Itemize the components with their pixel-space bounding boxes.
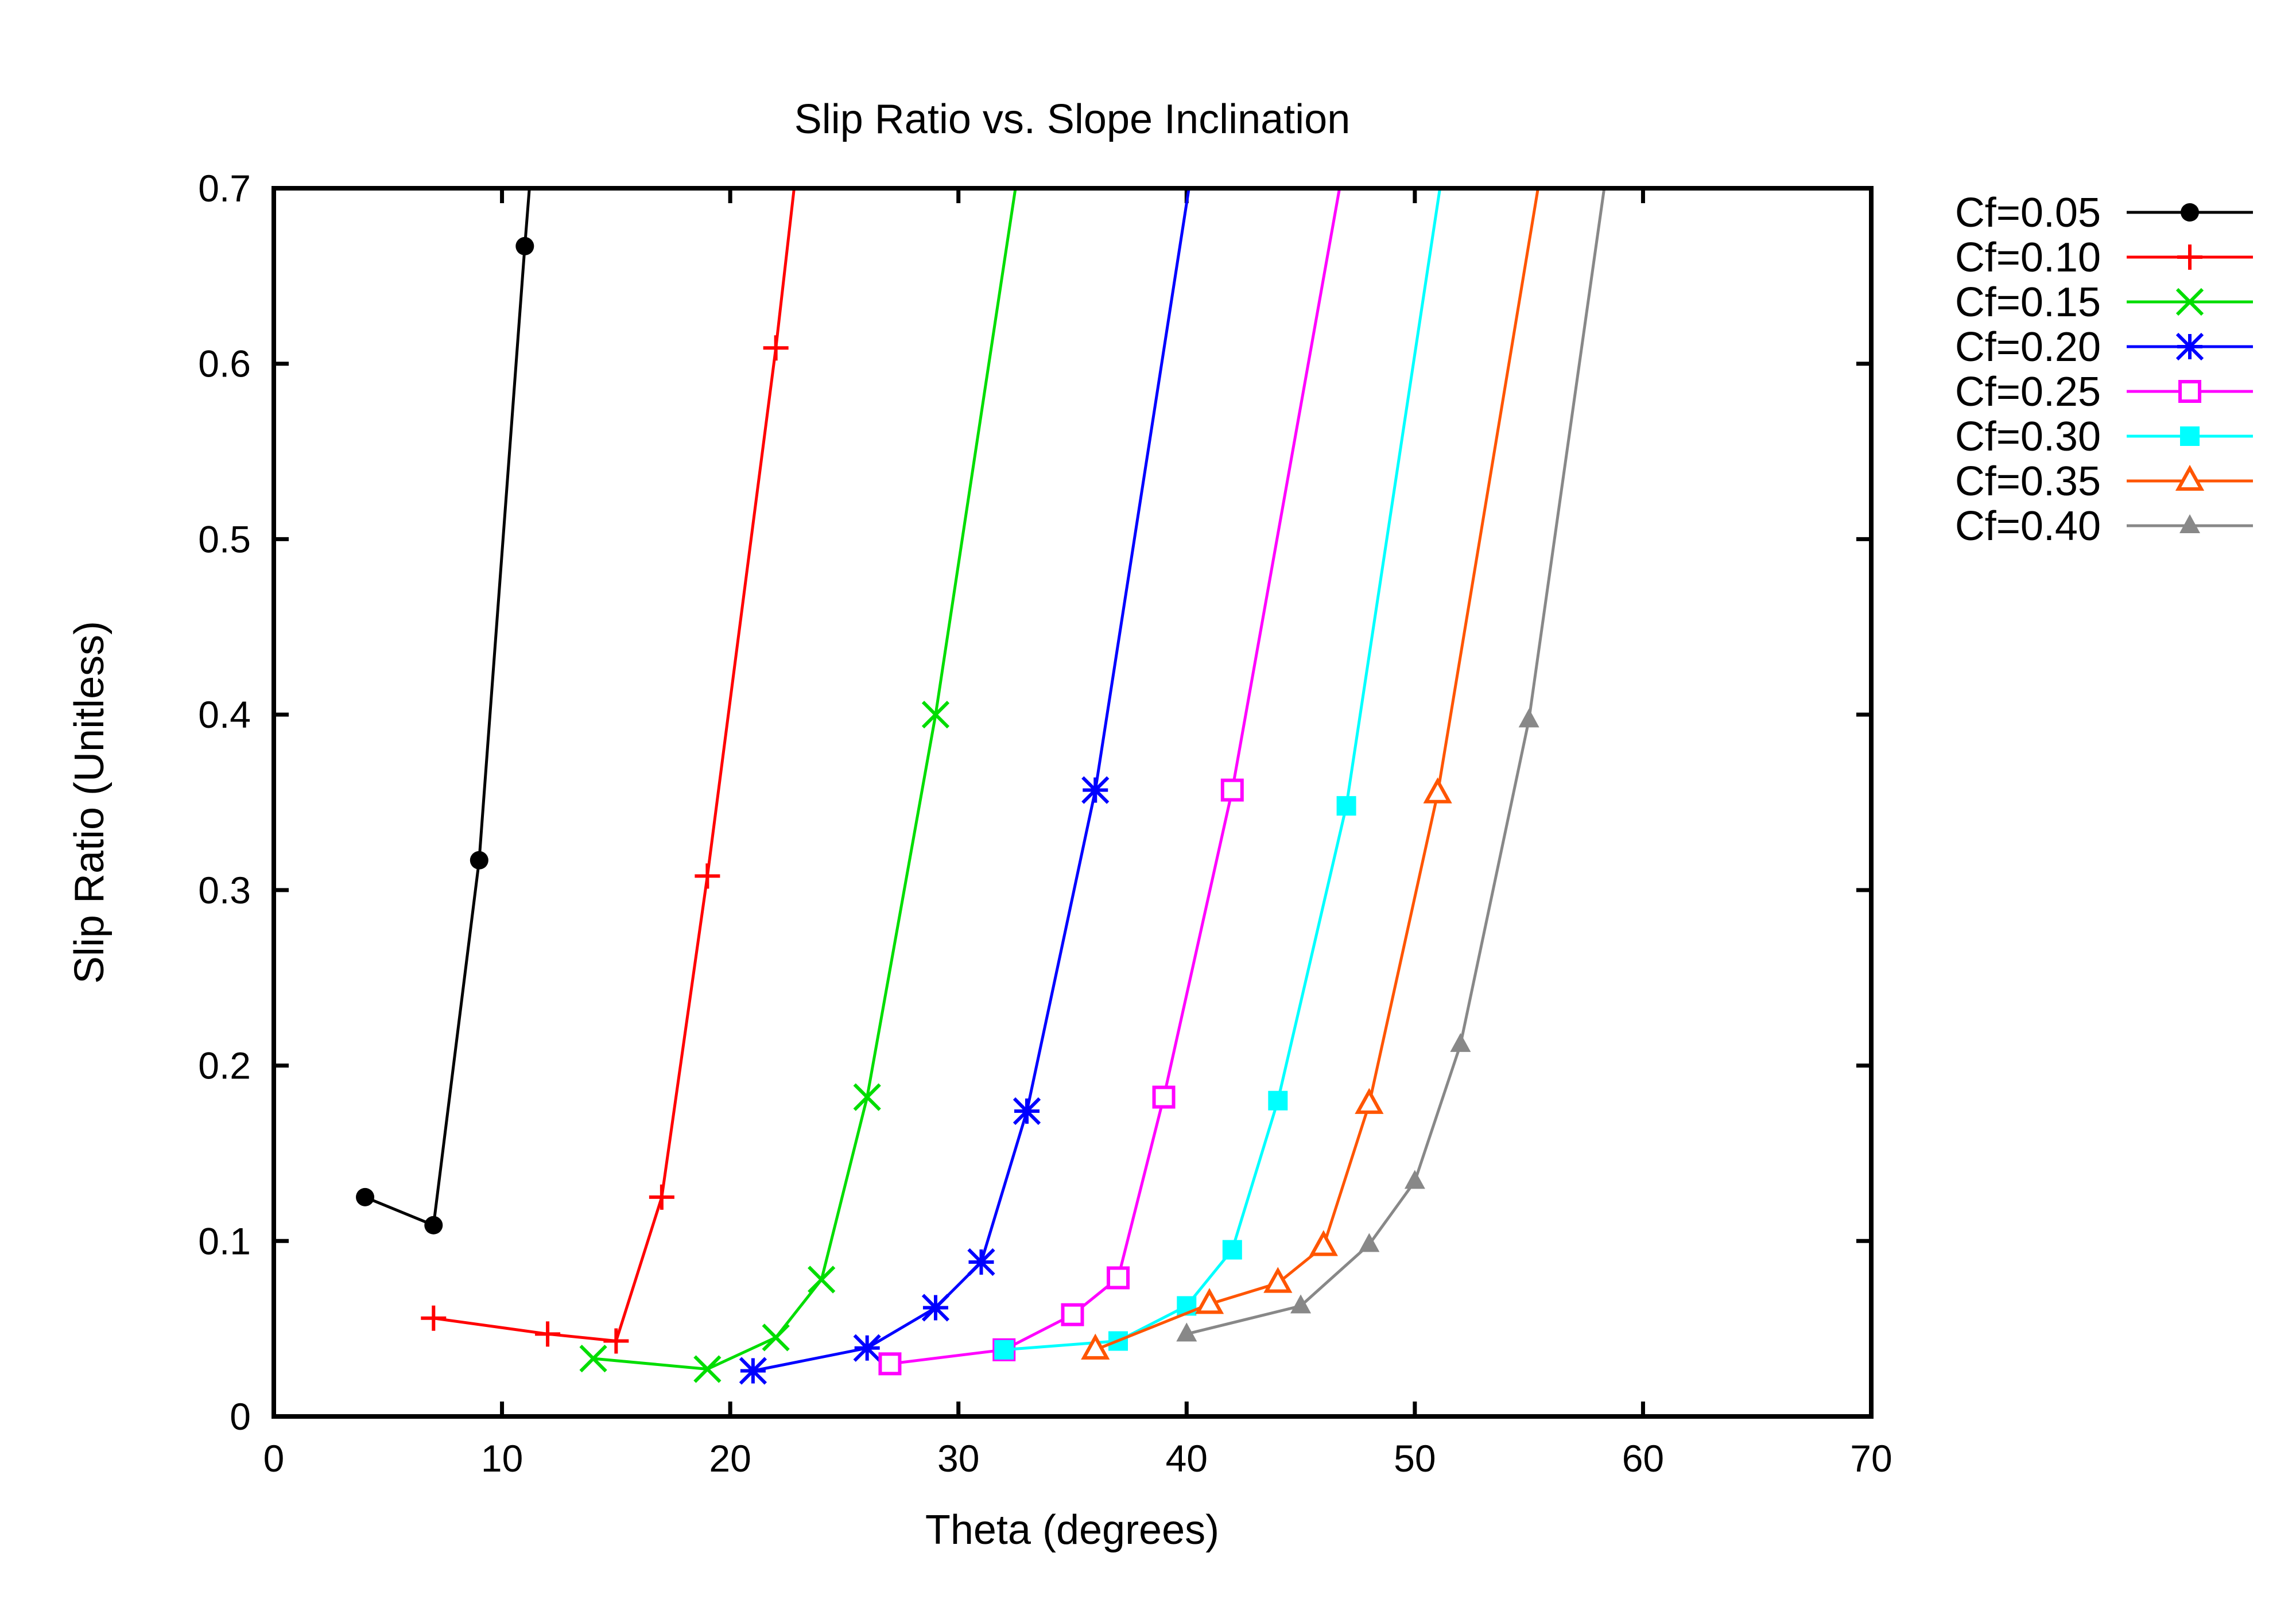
series-Cf=0.40 — [1176, 188, 1606, 1342]
data-point — [1290, 1294, 1312, 1314]
legend-marker — [2175, 464, 2205, 491]
x-tick-label: 20 — [709, 1437, 751, 1480]
chart-title: Slip Ratio vs. Slope Inclination — [794, 96, 1351, 142]
data-point — [808, 1266, 836, 1294]
y-tick-label: 0 — [230, 1395, 251, 1438]
y-tick-label: 0.4 — [198, 693, 251, 736]
data-point — [1268, 1090, 1288, 1111]
data-point — [853, 1083, 881, 1111]
series-Cf=0.05 — [356, 188, 534, 1235]
data-point — [515, 236, 534, 255]
data-point — [1081, 1333, 1110, 1360]
plot-frame — [272, 186, 1874, 1419]
data-point — [693, 1355, 722, 1383]
data-point — [695, 863, 720, 889]
data-point — [853, 1334, 881, 1362]
y-tick-label: 0.1 — [198, 1220, 251, 1262]
data-point — [1423, 777, 1452, 804]
data-point — [921, 701, 950, 729]
data-point — [1107, 1266, 1130, 1290]
series-Cf=0.25 — [878, 188, 1341, 1376]
legend-label: Cf=0.05 — [1955, 190, 2101, 236]
x-tick-label: 30 — [937, 1437, 979, 1480]
x-axis: 0 10 20 30 40 50 60 70 — [263, 188, 1892, 1480]
data-point — [603, 1328, 629, 1354]
x-tick-label: 40 — [1166, 1437, 1208, 1480]
legend-marker — [2180, 426, 2200, 446]
data-point — [1176, 1322, 1197, 1342]
data-point — [579, 1344, 607, 1373]
x-tick-label: 60 — [1622, 1437, 1664, 1480]
legend-label: Cf=0.35 — [1955, 459, 2101, 504]
legend-label: Cf=0.30 — [1955, 414, 2101, 460]
x-tick-label: 0 — [263, 1437, 285, 1480]
data-point — [1081, 776, 1110, 804]
data-point — [1263, 1267, 1293, 1293]
data-point — [762, 1323, 790, 1352]
y-tick-label: 0.6 — [198, 343, 251, 385]
legend-label: Cf=0.10 — [1955, 235, 2101, 281]
legend-label: Cf=0.40 — [1955, 503, 2101, 549]
data-point — [1404, 1170, 1425, 1189]
data-point — [649, 1184, 674, 1210]
series-Cf=0.35 — [1081, 188, 1539, 1360]
legend-label: Cf=0.25 — [1955, 369, 2101, 415]
data-point — [1450, 1032, 1471, 1052]
y-tick-label: 0.2 — [198, 1045, 251, 1087]
data-point — [421, 1305, 447, 1331]
series-Cf=0.20 — [739, 188, 1190, 1385]
data-point — [967, 1248, 995, 1276]
data-point — [1220, 778, 1244, 802]
series-layer — [356, 188, 1606, 1385]
data-point — [1013, 1097, 1041, 1125]
series-Cf=0.15 — [579, 188, 1017, 1383]
y-tick-label: 0.7 — [198, 167, 251, 209]
legend-marker — [2175, 332, 2204, 361]
y-tick-label: 0.5 — [198, 518, 251, 560]
data-point — [921, 1294, 950, 1322]
legend-marker — [2179, 514, 2200, 533]
x-tick-label: 70 — [1850, 1437, 1892, 1480]
y-axis-label: Slip Ratio (Unitless) — [67, 621, 113, 984]
data-point — [535, 1321, 561, 1347]
legend: Cf=0.05Cf=0.10Cf=0.15Cf=0.20Cf=0.25Cf=0.… — [1955, 190, 2253, 549]
data-point — [1152, 1085, 1176, 1109]
data-point — [1355, 1088, 1384, 1114]
data-point — [356, 1187, 375, 1206]
data-point — [994, 1340, 1014, 1360]
legend-label: Cf=0.20 — [1955, 324, 2101, 370]
series-Cf=0.10 — [421, 188, 796, 1354]
y-tick-label: 0.3 — [198, 869, 251, 911]
legend-marker — [2181, 203, 2199, 222]
x-tick-label: 50 — [1394, 1437, 1436, 1480]
data-point — [1359, 1233, 1380, 1252]
legend-marker — [2177, 244, 2202, 270]
data-point — [1194, 1288, 1224, 1314]
data-point — [739, 1357, 767, 1385]
data-point — [1336, 796, 1356, 816]
legend-marker — [2175, 288, 2204, 316]
data-point — [470, 851, 488, 870]
legend-label: Cf=0.15 — [1955, 280, 2101, 325]
data-point — [1061, 1303, 1084, 1326]
x-axis-label: Theta (degrees) — [925, 1507, 1219, 1553]
y-axis: 0 0.1 0.2 0.3 0.4 0.5 0.6 0.7 — [198, 167, 1871, 1438]
data-point — [878, 1352, 902, 1376]
legend-marker — [2178, 380, 2201, 403]
data-point — [763, 335, 789, 361]
data-point — [1222, 1240, 1242, 1260]
x-tick-label: 10 — [481, 1437, 523, 1480]
data-point — [1309, 1230, 1338, 1256]
data-point — [424, 1216, 443, 1235]
data-point — [1518, 708, 1539, 728]
